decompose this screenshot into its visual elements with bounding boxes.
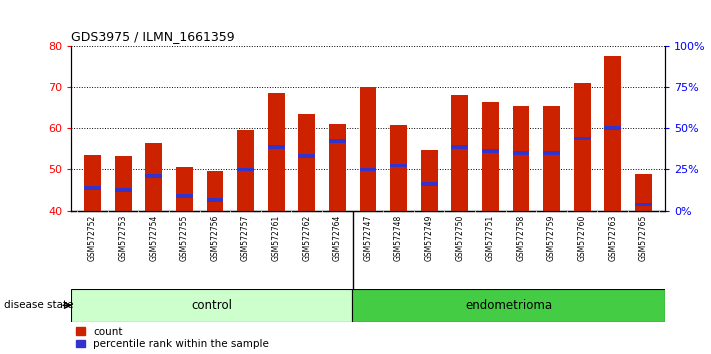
Bar <box>360 168 376 171</box>
Bar <box>329 124 346 211</box>
Bar <box>604 56 621 211</box>
Bar <box>145 174 162 177</box>
Text: GSM572765: GSM572765 <box>639 215 648 261</box>
Bar <box>543 106 560 211</box>
Bar <box>390 125 407 211</box>
Bar <box>390 164 407 167</box>
Bar <box>451 95 468 211</box>
Bar <box>635 202 652 206</box>
Text: GSM572757: GSM572757 <box>241 215 250 261</box>
Text: GSM572761: GSM572761 <box>272 215 281 261</box>
Text: GSM572749: GSM572749 <box>424 215 434 261</box>
Text: control: control <box>191 299 232 312</box>
Bar <box>84 155 101 211</box>
Text: GSM572760: GSM572760 <box>577 215 587 261</box>
Bar <box>574 83 591 211</box>
Bar <box>145 143 162 211</box>
Text: GSM572748: GSM572748 <box>394 215 403 261</box>
Bar <box>299 114 315 211</box>
Bar <box>71 289 353 322</box>
Bar <box>329 139 346 143</box>
Bar <box>237 168 254 171</box>
Bar <box>206 199 223 202</box>
Bar <box>84 186 101 190</box>
Text: GSM572752: GSM572752 <box>88 215 97 261</box>
Bar <box>114 156 132 211</box>
Bar <box>421 150 437 211</box>
Bar <box>268 145 284 149</box>
Bar <box>114 188 132 192</box>
Bar <box>353 289 665 322</box>
Text: endometrioma: endometrioma <box>465 299 552 312</box>
Bar <box>360 87 376 211</box>
Text: GSM572756: GSM572756 <box>210 215 220 261</box>
Text: disease state: disease state <box>4 300 73 310</box>
Text: GSM572762: GSM572762 <box>302 215 311 261</box>
Bar <box>635 173 652 211</box>
Text: GSM572758: GSM572758 <box>516 215 525 261</box>
Bar <box>574 137 591 141</box>
Text: GSM572764: GSM572764 <box>333 215 342 261</box>
Text: GSM572751: GSM572751 <box>486 215 495 261</box>
Bar <box>176 167 193 211</box>
Bar <box>513 106 530 211</box>
Bar <box>604 126 621 130</box>
Bar <box>421 182 437 186</box>
Text: GDS3975 / ILMN_1661359: GDS3975 / ILMN_1661359 <box>71 30 235 44</box>
Bar <box>482 102 499 211</box>
Legend: count, percentile rank within the sample: count, percentile rank within the sample <box>76 327 269 349</box>
Text: GSM572759: GSM572759 <box>547 215 556 261</box>
Bar <box>543 151 560 155</box>
Text: GSM572747: GSM572747 <box>363 215 373 261</box>
Bar <box>513 151 530 155</box>
Text: GSM572763: GSM572763 <box>609 215 617 261</box>
Text: GSM572750: GSM572750 <box>455 215 464 261</box>
Bar <box>451 145 468 149</box>
Text: GSM572755: GSM572755 <box>180 215 189 261</box>
Bar <box>237 130 254 211</box>
Bar <box>482 149 499 153</box>
Bar <box>268 93 284 211</box>
Bar <box>299 154 315 158</box>
Text: GSM572753: GSM572753 <box>119 215 127 261</box>
Bar <box>206 171 223 211</box>
Text: GSM572754: GSM572754 <box>149 215 159 261</box>
Bar <box>176 194 193 198</box>
